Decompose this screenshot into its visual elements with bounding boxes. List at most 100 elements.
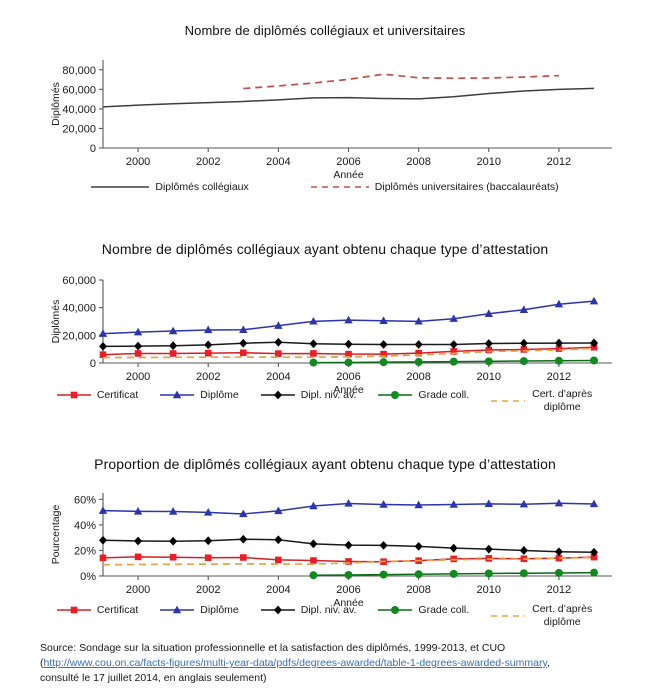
y-tick-label: 60,000 — [62, 84, 96, 96]
legend-swatch — [310, 186, 369, 188]
data-point-marker — [275, 556, 282, 564]
data-point-marker — [133, 506, 143, 515]
chart-2-title: Nombre de diplômés collégiaux ayant obte… — [101, 241, 549, 257]
x-tick-label: 2010 — [477, 371, 501, 383]
legend-item[interactable]: Diplômés collégiaux — [91, 180, 249, 194]
x-tick-label: 2004 — [266, 584, 290, 596]
data-point-marker — [379, 570, 388, 579]
data-point-marker — [98, 506, 108, 514]
x-tick-label: 2006 — [336, 156, 360, 168]
data-point-marker — [204, 508, 213, 516]
source-line-3: consulté le 17 juillet 2014, en anglais … — [40, 672, 267, 684]
legend-item[interactable]: Dipl. niv. av. — [260, 388, 356, 402]
data-point-marker — [168, 507, 178, 515]
data-point-marker — [555, 345, 563, 352]
legend-label: Grade coll. — [418, 388, 470, 401]
legend-label: Grade coll. — [418, 603, 470, 616]
data-point-marker — [239, 534, 248, 544]
data-point-marker — [134, 350, 142, 357]
legend-item[interactable]: Cert. d’après diplôme — [491, 388, 593, 413]
legend-swatch-wrap — [491, 609, 526, 623]
x-tick-label: 2006 — [336, 371, 360, 383]
y-tick-label: 0 — [90, 143, 96, 155]
data-point-marker — [379, 340, 388, 349]
data-point-marker — [204, 536, 213, 546]
x-tick-label: 2000 — [126, 156, 150, 168]
data-point-marker — [309, 339, 318, 349]
data-point-marker — [520, 346, 528, 353]
legend-item[interactable]: Cert. d’après diplôme — [491, 603, 593, 628]
data-point-marker — [204, 554, 212, 562]
legend-swatch — [91, 186, 150, 188]
legend-item[interactable]: Certificat — [56, 603, 139, 617]
x-tick-label: 2012 — [547, 156, 571, 168]
data-point-marker — [344, 570, 353, 579]
data-point-marker — [554, 498, 564, 507]
legend-item[interactable]: Diplômés universitaires (baccalauréats) — [310, 180, 559, 194]
data-point-marker — [275, 350, 282, 357]
legend-swatch — [56, 391, 91, 399]
series-line — [102, 347, 595, 359]
data-point-marker — [99, 351, 107, 358]
data-point-marker — [344, 358, 353, 367]
chart-2-container: Nombre de diplômés collégiaux ayant obte… — [0, 240, 650, 425]
data-point-marker — [99, 342, 107, 351]
data-point-marker — [589, 296, 599, 305]
x-tick-label: 2010 — [477, 584, 501, 596]
data-point-marker — [484, 339, 493, 348]
data-point-marker — [274, 535, 283, 545]
data-point-marker — [309, 358, 318, 367]
legend-swatch — [260, 390, 295, 400]
data-point-marker — [310, 350, 317, 357]
data-point-marker — [590, 338, 598, 348]
legend-label: Certificat — [96, 603, 139, 616]
data-point-marker — [98, 329, 108, 337]
legend-label: Diplômés universitaires (baccalauréats) — [374, 180, 559, 193]
data-point-marker — [204, 325, 213, 334]
data-point-marker — [484, 357, 493, 366]
legend-label: Diplômés collégiaux — [155, 180, 249, 193]
legend-item[interactable]: Diplôme — [160, 603, 239, 617]
legend-item[interactable]: Grade coll. — [378, 388, 469, 402]
source-link[interactable]: http://www.cou.on.ca/facts-figures/multi… — [43, 657, 547, 669]
data-point-marker — [484, 309, 493, 317]
data-point-marker — [414, 316, 423, 325]
data-point-marker — [134, 553, 142, 561]
data-point-marker — [554, 299, 564, 308]
legend-swatch — [56, 606, 91, 614]
data-point-marker — [239, 554, 247, 561]
data-point-marker — [519, 357, 528, 366]
legend-item[interactable]: Grade coll. — [378, 603, 469, 617]
legend-item[interactable]: Diplôme — [160, 388, 239, 402]
data-point-marker — [173, 390, 182, 399]
chart-3-svg: 0% 20% 40% 60% 2000 2002 2004 2006 2008 2010 2012 A… — [50, 493, 612, 609]
legend-label: Diplôme — [200, 388, 239, 401]
data-point-marker — [449, 569, 458, 578]
x-axis-title: Année — [333, 169, 364, 181]
data-point-marker — [589, 499, 599, 508]
legend-item[interactable]: Dipl. niv. av. — [260, 603, 356, 617]
y-tick-label: 60% — [74, 494, 96, 506]
legend-item[interactable]: Certificat — [56, 388, 138, 402]
data-point-marker — [554, 547, 563, 557]
legend-swatch-wrap — [56, 603, 91, 617]
data-point-marker — [449, 500, 458, 508]
data-point-marker — [391, 606, 400, 614]
x-tick-label: 2002 — [196, 584, 220, 596]
data-point-marker — [414, 570, 423, 579]
x-tick-label: 2008 — [406, 371, 430, 383]
data-point-marker — [519, 305, 529, 313]
data-point-marker — [415, 349, 422, 357]
data-point-marker — [133, 327, 143, 336]
data-point-marker — [239, 338, 248, 348]
chart-3-legend: Certificat Diplôme Dipl. niv. av. Grade col… — [0, 603, 650, 628]
data-point-marker — [449, 314, 458, 322]
data-point-marker — [554, 356, 563, 365]
chart-3-plot: 0% 20% 40% 60% 2000 2002 2004 2006 2008 2010 2012 A… — [0, 473, 650, 618]
legend-swatch — [160, 390, 195, 399]
data-point-marker — [590, 568, 598, 577]
data-point-marker — [134, 536, 143, 546]
data-point-marker — [449, 357, 458, 366]
data-point-marker — [344, 540, 353, 550]
legend-label: Diplôme — [200, 603, 239, 616]
